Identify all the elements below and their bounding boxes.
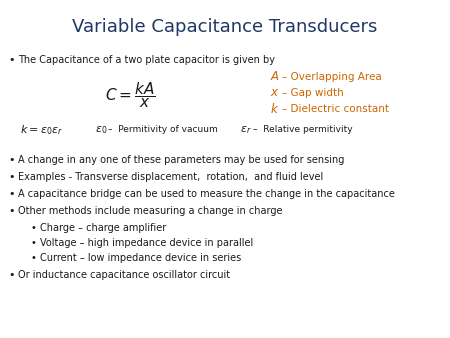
Text: $k = \varepsilon_0\varepsilon_r$: $k = \varepsilon_0\varepsilon_r$: [20, 123, 63, 137]
Text: –  Relative permitivity: – Relative permitivity: [253, 125, 353, 135]
Text: •: •: [8, 270, 14, 280]
Text: •: •: [30, 223, 36, 233]
Text: The Capacitance of a two plate capacitor is given by: The Capacitance of a two plate capacitor…: [18, 55, 275, 65]
Text: $\varepsilon_r$: $\varepsilon_r$: [240, 124, 252, 136]
Text: •: •: [8, 155, 14, 165]
Text: •: •: [30, 238, 36, 248]
Text: A change in any one of these parameters may be used for sensing: A change in any one of these parameters …: [18, 155, 344, 165]
Text: Examples - Transverse displacement,  rotation,  and fluid level: Examples - Transverse displacement, rota…: [18, 172, 323, 182]
Text: Variable Capacitance Transducers: Variable Capacitance Transducers: [72, 18, 378, 36]
Text: •: •: [8, 206, 14, 216]
Text: – Dielectric constant: – Dielectric constant: [282, 104, 389, 114]
Text: Voltage – high impedance device in parallel: Voltage – high impedance device in paral…: [40, 238, 253, 248]
Text: •: •: [30, 253, 36, 263]
Text: Other methods include measuring a change in charge: Other methods include measuring a change…: [18, 206, 283, 216]
Text: Or inductance capacitance oscillator circuit: Or inductance capacitance oscillator cir…: [18, 270, 230, 280]
Text: $\mathit{x}$: $\mathit{x}$: [270, 87, 279, 99]
Text: A capacitance bridge can be used to measure the change in the capacitance: A capacitance bridge can be used to meas…: [18, 189, 395, 199]
Text: $\mathit{A}$: $\mathit{A}$: [270, 71, 280, 83]
Text: Current – low impedance device in series: Current – low impedance device in series: [40, 253, 241, 263]
Text: – Overlapping Area: – Overlapping Area: [282, 72, 382, 82]
Text: Charge – charge amplifier: Charge – charge amplifier: [40, 223, 166, 233]
Text: •: •: [8, 55, 14, 65]
Text: •: •: [8, 172, 14, 182]
Text: $\varepsilon_0$: $\varepsilon_0$: [95, 124, 108, 136]
Text: •: •: [8, 189, 14, 199]
Text: $\mathit{k}$: $\mathit{k}$: [270, 102, 279, 116]
Text: – Gap width: – Gap width: [282, 88, 344, 98]
Text: $C = \dfrac{kA}{x}$: $C = \dfrac{kA}{x}$: [105, 80, 155, 110]
Text: –  Permitivity of vacuum: – Permitivity of vacuum: [108, 125, 218, 135]
